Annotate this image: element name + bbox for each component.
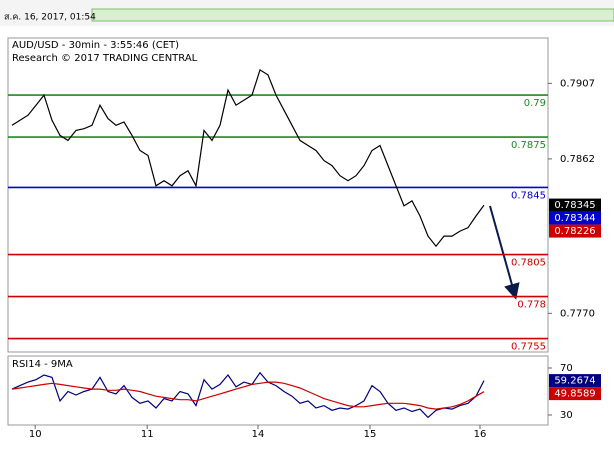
level-label: 0.79: [524, 98, 546, 109]
level-label: 0.7845: [511, 190, 546, 201]
level-label: 0.7875: [511, 140, 546, 151]
price-box: [549, 387, 601, 401]
chart-title: AUD/USD - 30min - 3:55:46 (CET): [12, 40, 179, 51]
price-panel: [7, 37, 549, 353]
rsi-panel: [7, 355, 549, 426]
price-box-label: 49.8589: [554, 389, 595, 400]
y-tick-label: 30: [560, 410, 573, 421]
y-tick-label: 0.7862: [560, 154, 595, 165]
price-box: [549, 198, 601, 212]
timestamp: ส.ค. 16, 2017, 01:54: [4, 13, 96, 23]
chart-subtitle: Research © 2017 TRADING CENTRAL: [12, 53, 198, 64]
level-label: 0.778: [517, 300, 546, 311]
price-box-label: 59.2674: [554, 376, 595, 387]
x-tick-label: 16: [474, 429, 487, 440]
x-tick-label: 10: [29, 429, 42, 440]
y-tick-label: 0.7907: [560, 78, 595, 89]
price-box-label: 0.78226: [554, 226, 595, 237]
price-box-label: 0.78344: [554, 213, 595, 224]
level-label: 0.7755: [511, 342, 546, 353]
price-box: [549, 211, 601, 225]
forecast-arrow: [489, 205, 520, 300]
y-tick-label: 70: [560, 363, 573, 374]
rsi-title: RSI14 - 9MA: [12, 359, 73, 370]
x-tick-label: 15: [364, 429, 377, 440]
price-box-label: 0.78345: [554, 200, 595, 211]
price-box: [549, 374, 601, 388]
y-tick-label: 0.7770: [560, 308, 595, 319]
series-line: [11, 381, 485, 410]
series-line: [11, 68, 485, 248]
x-tick-label: 11: [141, 429, 154, 440]
price-box: [549, 224, 601, 238]
top-strip: [91, 8, 614, 22]
x-tick-label: 14: [252, 429, 265, 440]
level-label: 0.7805: [511, 258, 546, 269]
